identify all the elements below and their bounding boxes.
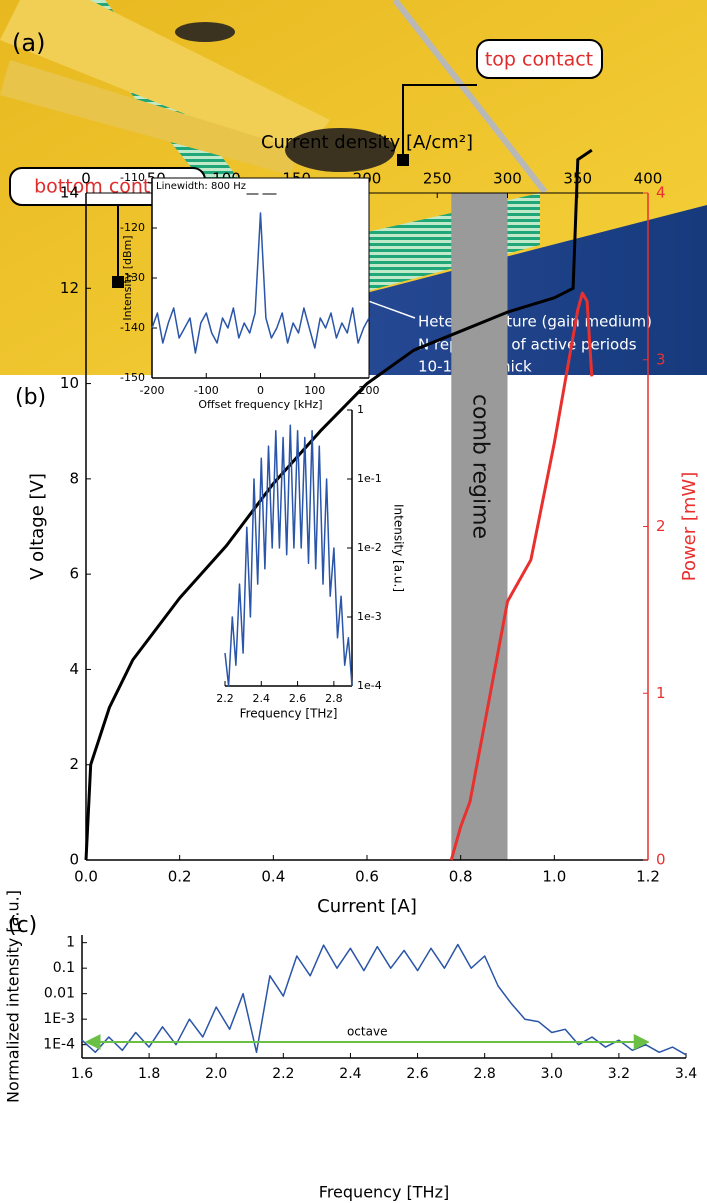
y2-tick-label: 3 <box>656 350 666 368</box>
y2-label: Power [mW] <box>679 472 700 582</box>
y-tick-label: -110 <box>120 171 145 184</box>
x2-tick-label: 400 <box>634 170 663 188</box>
y-tick-label: 4 <box>69 660 79 678</box>
y2-tick-label: 0 <box>656 851 666 869</box>
y-tick-label: -140 <box>120 321 145 334</box>
x-label: Offset frequency [kHz] <box>198 398 322 411</box>
callout-box <box>476 39 603 79</box>
x2-tick-label: 250 <box>423 170 452 188</box>
y-tick-label: 0.1 <box>53 960 75 976</box>
y-tick-label: -130 <box>120 271 145 284</box>
x-tick-label: 3.4 <box>675 1066 697 1082</box>
x-tick-label: 1.8 <box>138 1066 160 1082</box>
x2-tick-label: 0 <box>81 170 91 188</box>
y-tick-label: 6 <box>69 565 79 583</box>
x-tick-label: 0.0 <box>74 868 98 886</box>
x-tick-label: 1.2 <box>636 868 660 886</box>
y-label: V oltage [V] <box>27 473 48 580</box>
top-wire <box>0 60 300 175</box>
y-tick-label: 1 <box>66 935 75 951</box>
x-tick-label: 2.0 <box>205 1066 227 1082</box>
x-tick-label: 2.6 <box>289 692 307 705</box>
y-label: Intensity [a.u.] <box>392 504 406 592</box>
y-tick-label: 1e-4 <box>357 679 382 692</box>
y-tick-label: 14 <box>60 184 79 202</box>
y-tick-label: 8 <box>69 469 79 487</box>
y-tick-label: 12 <box>60 279 79 297</box>
x-label: Frequency [THz] <box>319 1183 449 1202</box>
panel-label: (b) <box>15 385 46 410</box>
series-line <box>151 212 370 354</box>
inset-background <box>152 178 369 378</box>
y-tick-label: 1E-3 <box>43 1011 75 1027</box>
callout-text: top contact <box>485 49 593 71</box>
x-tick-label: 0.8 <box>449 868 473 886</box>
series-line <box>449 291 594 861</box>
x-tick-label: 1.6 <box>71 1066 93 1082</box>
x-tick-label: -200 <box>140 384 165 397</box>
y-tick-label: 1e-3 <box>357 610 382 623</box>
callout-line <box>402 84 477 160</box>
x-tick-label: 2.4 <box>339 1066 361 1082</box>
arrow-label: octave <box>347 1025 387 1039</box>
callout-text: bottom contact <box>34 176 180 198</box>
panel-label: (c) <box>8 913 37 938</box>
y-tick-label: 10 <box>60 374 79 392</box>
contact-pad <box>285 128 395 172</box>
y2-tick-label: 1 <box>656 684 666 702</box>
y-label: Normalized intensity [a.u.] <box>4 890 23 1103</box>
x-tick-label: -100 <box>194 384 219 397</box>
x-tick-label: 0.2 <box>168 868 192 886</box>
x-tick-label: 2.8 <box>474 1066 496 1082</box>
y-tick-label: -120 <box>120 221 145 234</box>
x-tick-label: 2.8 <box>325 692 343 705</box>
y-tick-label: 2 <box>69 755 79 773</box>
y-tick-label: 1e-2 <box>357 541 382 554</box>
x-label: Current [A] <box>317 896 417 917</box>
series-line <box>224 424 353 687</box>
x-tick-label: 0 <box>257 384 264 397</box>
span-label: comb regime <box>467 394 492 539</box>
x-tick-label: 1.0 <box>542 868 566 886</box>
x-tick-label: 0.4 <box>261 868 285 886</box>
y-tick-label: 1e-1 <box>357 472 382 485</box>
x-tick-label: 0.6 <box>355 868 379 886</box>
x-tick-label: 2.6 <box>406 1066 428 1082</box>
top-wire <box>0 0 330 160</box>
panel-label: (a) <box>12 29 45 57</box>
y-tick-label: 1 <box>357 403 364 416</box>
series-line <box>84 148 593 861</box>
annotation: N repetition of active periods <box>418 336 637 354</box>
x-tick-label: 2.4 <box>253 692 271 705</box>
x-tick-label: 3.2 <box>608 1066 630 1082</box>
y2-tick-label: 2 <box>656 517 666 535</box>
callout-marker <box>112 276 124 288</box>
y-tick-label: -150 <box>120 371 145 384</box>
contact-pad <box>175 22 235 42</box>
y-tick-label: 1E-4 <box>43 1037 75 1053</box>
x-tick-label: 200 <box>359 384 380 397</box>
y2-tick-label: 4 <box>656 184 666 202</box>
x2-tick-label: 300 <box>493 170 522 188</box>
y-label: Intensity [dBm] <box>121 235 134 320</box>
edge <box>392 0 548 194</box>
x-tick-label: 3.0 <box>541 1066 563 1082</box>
x-label: Frequency [THz] <box>240 707 338 721</box>
annotation: Linewidth: 800 Hz <box>156 181 246 192</box>
x-tick-label: 2.2 <box>216 692 234 705</box>
x2-label: Current density [A/cm²] <box>261 132 473 153</box>
x-tick-label: 2.2 <box>272 1066 294 1082</box>
x-tick-label: 100 <box>304 384 325 397</box>
y-tick-label: 0 <box>69 851 79 869</box>
callout-marker <box>397 154 409 166</box>
y-tick-label: 0.01 <box>44 986 75 1002</box>
